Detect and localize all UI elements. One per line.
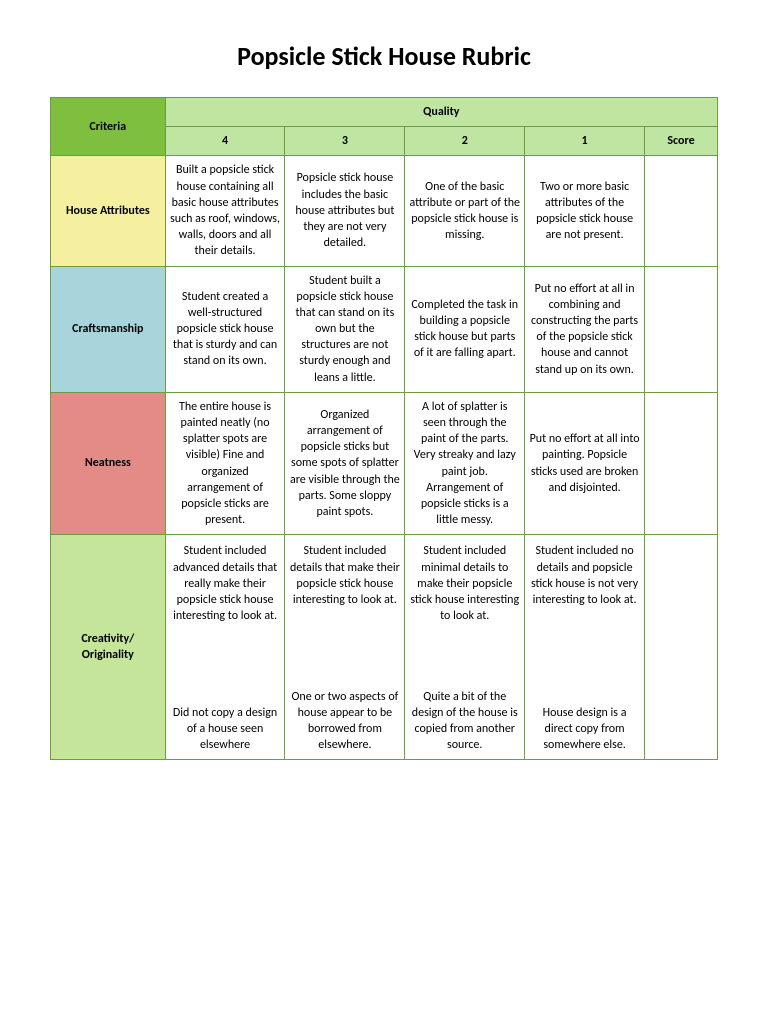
criteria-label: Creativity/ Originality xyxy=(51,535,166,760)
rubric-cell: Completed the task in building a popsicl… xyxy=(405,266,525,392)
table-row: Creativity/ Originality Student included… xyxy=(51,535,718,760)
rubric-text: House design is a direct copy from somew… xyxy=(529,705,640,754)
score-cell xyxy=(645,266,718,392)
rubric-table: Criteria Quality 4 3 2 1 Score House Att… xyxy=(50,97,718,760)
rubric-cell: Student included no details and popsicle… xyxy=(525,535,645,760)
rubric-text: Student included details that make their… xyxy=(289,543,400,608)
rubric-cell: Popsicle stick house includes the basic … xyxy=(285,156,405,266)
score-cell xyxy=(645,392,718,535)
criteria-label: Craftsmanship xyxy=(51,266,166,392)
rubric-text: Student included advanced details that r… xyxy=(170,543,281,624)
rubric-cell: Student included advanced details that r… xyxy=(165,535,285,760)
table-row: House Attributes Built a popsicle stick … xyxy=(51,156,718,266)
rubric-cell: One of the basic attribute or part of th… xyxy=(405,156,525,266)
rubric-text: Student included no details and popsicle… xyxy=(529,543,640,608)
level-4-header: 4 xyxy=(165,127,285,156)
criteria-header: Criteria xyxy=(51,98,166,156)
rubric-text: Student included minimal details to make… xyxy=(409,543,520,624)
level-2-header: 2 xyxy=(405,127,525,156)
table-row: Neatness The entire house is painted nea… xyxy=(51,392,718,535)
level-3-header: 3 xyxy=(285,127,405,156)
score-header: Score xyxy=(645,127,718,156)
rubric-cell: Student built a popsicle stick house tha… xyxy=(285,266,405,392)
rubric-cell: The entire house is painted neatly (no s… xyxy=(165,392,285,535)
quality-header: Quality xyxy=(165,98,717,127)
rubric-cell: Organized arrangement of popsicle sticks… xyxy=(285,392,405,535)
table-row: Craftsmanship Student created a well-str… xyxy=(51,266,718,392)
rubric-cell: Built a popsicle stick house containing … xyxy=(165,156,285,266)
rubric-text: One or two aspects of house appear to be… xyxy=(289,689,400,754)
rubric-text: Did not copy a design of a house seen el… xyxy=(170,705,281,754)
page-title: Popsicle Stick House Rubric xyxy=(50,40,718,72)
score-cell xyxy=(645,535,718,760)
rubric-cell: Student created a well-structured popsic… xyxy=(165,266,285,392)
rubric-cell: A lot of splatter is seen through the pa… xyxy=(405,392,525,535)
rubric-page: Popsicle Stick House Rubric Criteria Qua… xyxy=(0,0,768,790)
rubric-cell: Student included minimal details to make… xyxy=(405,535,525,760)
rubric-cell: Put no effort at all into painting. Pops… xyxy=(525,392,645,535)
rubric-cell: Student included details that make their… xyxy=(285,535,405,760)
criteria-label: House Attributes xyxy=(51,156,166,266)
rubric-cell: Put no effort at all in combining and co… xyxy=(525,266,645,392)
rubric-text: Quite a bit of the design of the house i… xyxy=(409,689,520,754)
score-cell xyxy=(645,156,718,266)
level-1-header: 1 xyxy=(525,127,645,156)
criteria-label: Neatness xyxy=(51,392,166,535)
rubric-cell: Two or more basic attributes of the pops… xyxy=(525,156,645,266)
